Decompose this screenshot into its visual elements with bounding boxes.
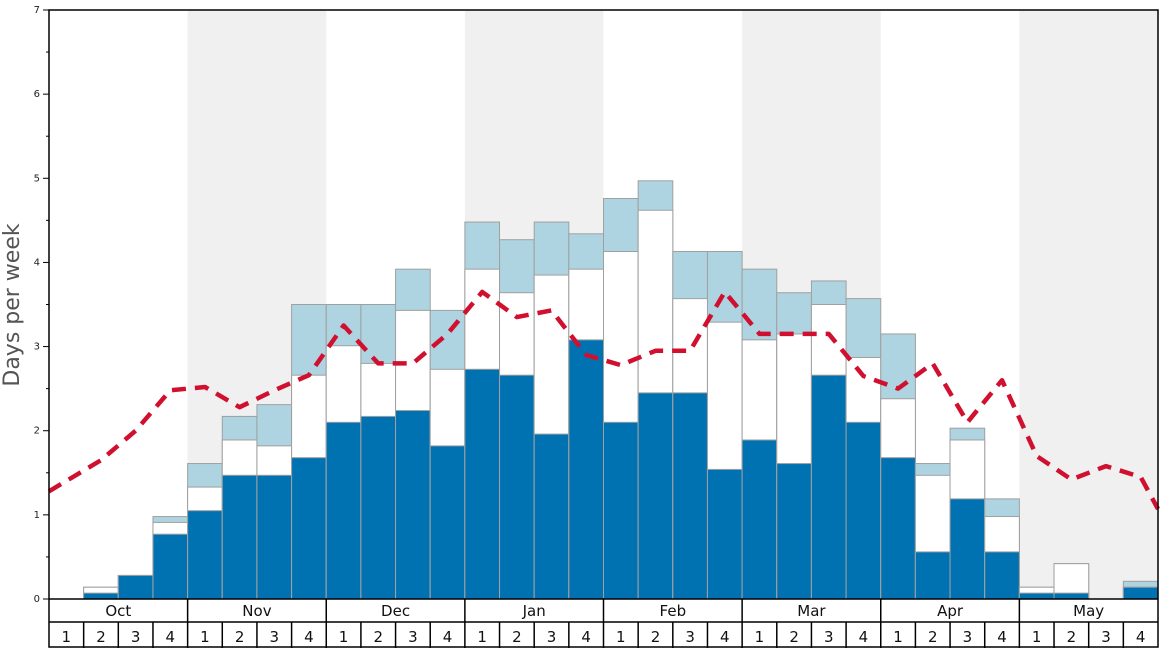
y-tick-label: 3 (34, 342, 40, 353)
bar-series-1 (637, 392, 674, 600)
y-tick-label: 4 (34, 257, 40, 268)
bar-series-1 (880, 457, 916, 600)
week-label: 1 (755, 628, 765, 646)
x-axis: Oct Nov Dec Jan Feb Mar Apr May 1 2 3 4 1 2 3 4 1 2 3 4 1 2 3 4… (62, 599, 1146, 648)
week-label: 2 (235, 628, 245, 646)
week-label: 4 (720, 628, 730, 646)
week-label: 2 (1067, 628, 1077, 646)
week-label: 3 (824, 628, 834, 646)
week-label: 2 (373, 628, 383, 646)
bar-series-1 (706, 468, 743, 600)
week-label: 1 (893, 628, 903, 646)
y-tick-label: 1 (34, 510, 40, 521)
week-label: 4 (166, 628, 176, 646)
month-label: May (1073, 602, 1104, 620)
y-tick-label: 0 (34, 594, 40, 605)
bar-series-1 (187, 510, 223, 600)
week-label: 2 (928, 628, 938, 646)
y-tick-label: 7 (34, 5, 40, 16)
week-label: 3 (963, 628, 973, 646)
month-label: Feb (660, 602, 687, 620)
bar-series-1 (1053, 592, 1090, 600)
week-label: 4 (443, 628, 453, 646)
bar-series-1 (117, 574, 154, 600)
month-label: Apr (937, 602, 964, 620)
bar-series-1 (949, 498, 986, 600)
bar-series-1 (464, 368, 501, 600)
bar-series-1 (221, 474, 258, 600)
week-label: 2 (512, 628, 522, 646)
bar-series-1 (603, 421, 639, 600)
bar-series-1 (1018, 592, 1055, 600)
y-axis: 0 1 2 3 4 5 6 7 (34, 5, 49, 605)
y-tick-label: 5 (34, 173, 40, 184)
month-label: Jan (522, 602, 546, 620)
bar-series-1 (429, 445, 466, 600)
bar-series-1 (533, 433, 570, 600)
bar-series-1 (499, 374, 535, 600)
week-label: 4 (581, 628, 591, 646)
month-band (1019, 10, 1158, 599)
bar-series-1 (984, 551, 1020, 600)
bar-series-1 (83, 592, 119, 600)
bar-series-1 (256, 474, 293, 600)
bar-series-1 (568, 339, 604, 600)
bar-series-1 (845, 421, 882, 600)
week-label: 3 (547, 628, 557, 646)
week-label: 1 (62, 628, 72, 646)
bar-series-1 (672, 392, 708, 600)
bar-series-1 (325, 421, 362, 600)
week-label: 4 (997, 628, 1007, 646)
trend-line (47, 289, 1160, 511)
week-label: 4 (304, 628, 314, 646)
month-label: Nov (242, 602, 271, 620)
week-label: 3 (685, 628, 695, 646)
bar-series-1 (810, 374, 847, 600)
week-label: 1 (200, 628, 210, 646)
trend-line-group (47, 289, 1160, 511)
bar-series-1 (1122, 586, 1159, 600)
week-label: 2 (789, 628, 799, 646)
week-label: 3 (408, 628, 418, 646)
bar-series-1 (914, 551, 951, 600)
week-label: 1 (339, 628, 349, 646)
month-label: Oct (105, 602, 131, 620)
bar-series-1 (152, 533, 189, 600)
week-label: 4 (1136, 628, 1146, 646)
week-label: 1 (1032, 628, 1042, 646)
month-label: Dec (381, 602, 410, 620)
week-label: 3 (131, 628, 141, 646)
week-label: 3 (269, 628, 279, 646)
week-label: 4 (859, 628, 869, 646)
week-label: 2 (96, 628, 106, 646)
week-label: 3 (1101, 628, 1111, 646)
y-tick-label: 6 (34, 89, 40, 100)
week-label: 1 (477, 628, 487, 646)
bar-series-1 (360, 415, 397, 600)
y-axis-label: Days per week (0, 223, 25, 386)
bars (83, 180, 1159, 600)
month-label: Mar (797, 602, 826, 620)
week-label: 1 (616, 628, 626, 646)
y-tick-label: 2 (34, 426, 40, 437)
bar-series-1 (741, 439, 778, 600)
week-label: 2 (651, 628, 661, 646)
bar-series-1 (776, 463, 812, 600)
bar-series-1 (291, 457, 327, 600)
bar-series-1 (395, 410, 431, 600)
